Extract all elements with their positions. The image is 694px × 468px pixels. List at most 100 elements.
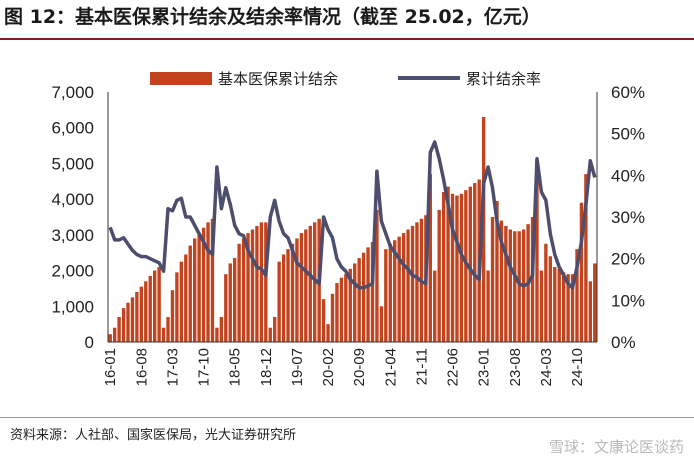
bar bbox=[535, 159, 539, 342]
left-axis-tick: 5,000 bbox=[51, 154, 94, 173]
bar bbox=[237, 243, 241, 342]
bar bbox=[428, 174, 432, 342]
left-axis-ticks: 0 1,000 2,000 3,000 4,000 5,000 6,000 7,000 bbox=[51, 83, 94, 352]
bar bbox=[379, 306, 384, 342]
rate-series-line bbox=[108, 140, 597, 290]
bar bbox=[281, 254, 286, 342]
axes bbox=[107, 92, 598, 343]
x-axis-tick: 21-04 bbox=[382, 348, 399, 386]
bar bbox=[139, 286, 144, 342]
bar bbox=[215, 327, 219, 342]
x-axis-tick: 18-12 bbox=[258, 348, 275, 386]
bar bbox=[130, 297, 135, 342]
bar bbox=[406, 229, 410, 342]
right-axis-tick: 30% bbox=[611, 208, 645, 227]
left-axis-tick: 6,000 bbox=[51, 119, 94, 138]
bar bbox=[504, 225, 508, 342]
legend-bar-label: 基本医保累计结余 bbox=[218, 70, 338, 88]
bar bbox=[353, 263, 357, 342]
bar bbox=[197, 233, 201, 342]
bar bbox=[330, 293, 335, 342]
x-axis-tick: 21-11 bbox=[413, 348, 430, 385]
bar bbox=[593, 263, 597, 342]
bar bbox=[166, 317, 170, 342]
left-axis-tick: 2,000 bbox=[51, 262, 94, 281]
x-axis-tick: 19-07 bbox=[289, 348, 306, 386]
bar bbox=[344, 274, 348, 342]
bar bbox=[201, 227, 206, 342]
x-axis-tick: 20-09 bbox=[351, 348, 368, 386]
bar bbox=[446, 186, 450, 342]
source-rule bbox=[0, 417, 694, 418]
right-axis-tick: 40% bbox=[611, 166, 645, 185]
bar bbox=[170, 290, 175, 342]
bar bbox=[495, 200, 499, 342]
bar bbox=[335, 283, 339, 342]
legend-bar-swatch bbox=[150, 72, 212, 85]
left-axis-tick: 7,000 bbox=[51, 83, 94, 102]
bar bbox=[299, 233, 304, 342]
source-note: 资料来源：人社部、国家医保局，光大证券研究所 bbox=[10, 428, 297, 443]
bar bbox=[517, 231, 521, 342]
x-axis-tick: 24-03 bbox=[538, 348, 555, 386]
figure-title: 图 12：基本医保累计结余及结余率情况（截至 25.02，亿元） bbox=[4, 6, 541, 28]
bar bbox=[304, 229, 308, 342]
bar bbox=[388, 243, 392, 342]
x-axis-tick: 23-01 bbox=[476, 348, 493, 386]
bar bbox=[570, 274, 575, 342]
bar bbox=[468, 186, 472, 342]
bar bbox=[455, 195, 459, 342]
bar bbox=[241, 238, 246, 342]
bar bbox=[224, 274, 228, 342]
bar bbox=[513, 231, 517, 342]
bar bbox=[397, 236, 401, 342]
x-axis-ticks: 16-01 16-08 17-03 17-10 18-05 18-12 19-07 20-02… bbox=[102, 348, 586, 386]
bar bbox=[326, 324, 330, 342]
bar bbox=[508, 229, 513, 342]
bar bbox=[401, 233, 406, 342]
title-rule bbox=[0, 38, 694, 40]
bar bbox=[157, 267, 161, 342]
x-axis-tick: 18-05 bbox=[227, 348, 244, 386]
bar bbox=[179, 261, 184, 342]
bar bbox=[264, 222, 268, 342]
bar bbox=[313, 222, 317, 342]
bar bbox=[308, 225, 312, 342]
bar bbox=[544, 243, 548, 342]
bar bbox=[233, 258, 237, 342]
bar bbox=[348, 268, 352, 342]
x-axis-tick: 17-10 bbox=[196, 348, 213, 386]
bar bbox=[277, 261, 281, 342]
bar bbox=[250, 229, 255, 342]
bar bbox=[161, 327, 166, 342]
bar bbox=[255, 225, 259, 342]
bar bbox=[415, 222, 419, 342]
bar bbox=[290, 243, 295, 342]
right-axis-ticks: 0% 10% 20% 30% 40% 50% 60% bbox=[611, 83, 645, 352]
bar bbox=[584, 174, 588, 342]
bar bbox=[321, 299, 326, 342]
bar bbox=[192, 238, 197, 342]
bar bbox=[393, 240, 397, 342]
bar bbox=[148, 275, 152, 342]
bar bbox=[450, 193, 455, 342]
left-axis-tick: 3,000 bbox=[51, 226, 94, 245]
bar bbox=[566, 274, 570, 342]
bar bbox=[117, 317, 121, 342]
right-axis-tick: 60% bbox=[611, 83, 645, 102]
right-axis-tick: 20% bbox=[611, 250, 645, 269]
bar bbox=[410, 225, 415, 342]
bar bbox=[206, 222, 210, 342]
bar bbox=[481, 117, 486, 342]
right-axis-tick: 0% bbox=[611, 333, 636, 352]
bar bbox=[441, 192, 446, 342]
legend: 基本医保累计结余 累计结余率 bbox=[150, 70, 541, 88]
left-axis-tick: 0 bbox=[85, 333, 94, 352]
bar bbox=[459, 193, 464, 342]
bar bbox=[499, 220, 504, 342]
bar bbox=[210, 218, 215, 342]
watermark: 雪球：文康论医谈药 bbox=[548, 438, 684, 456]
bar bbox=[184, 254, 188, 342]
bar bbox=[295, 238, 299, 342]
bar bbox=[384, 249, 388, 342]
